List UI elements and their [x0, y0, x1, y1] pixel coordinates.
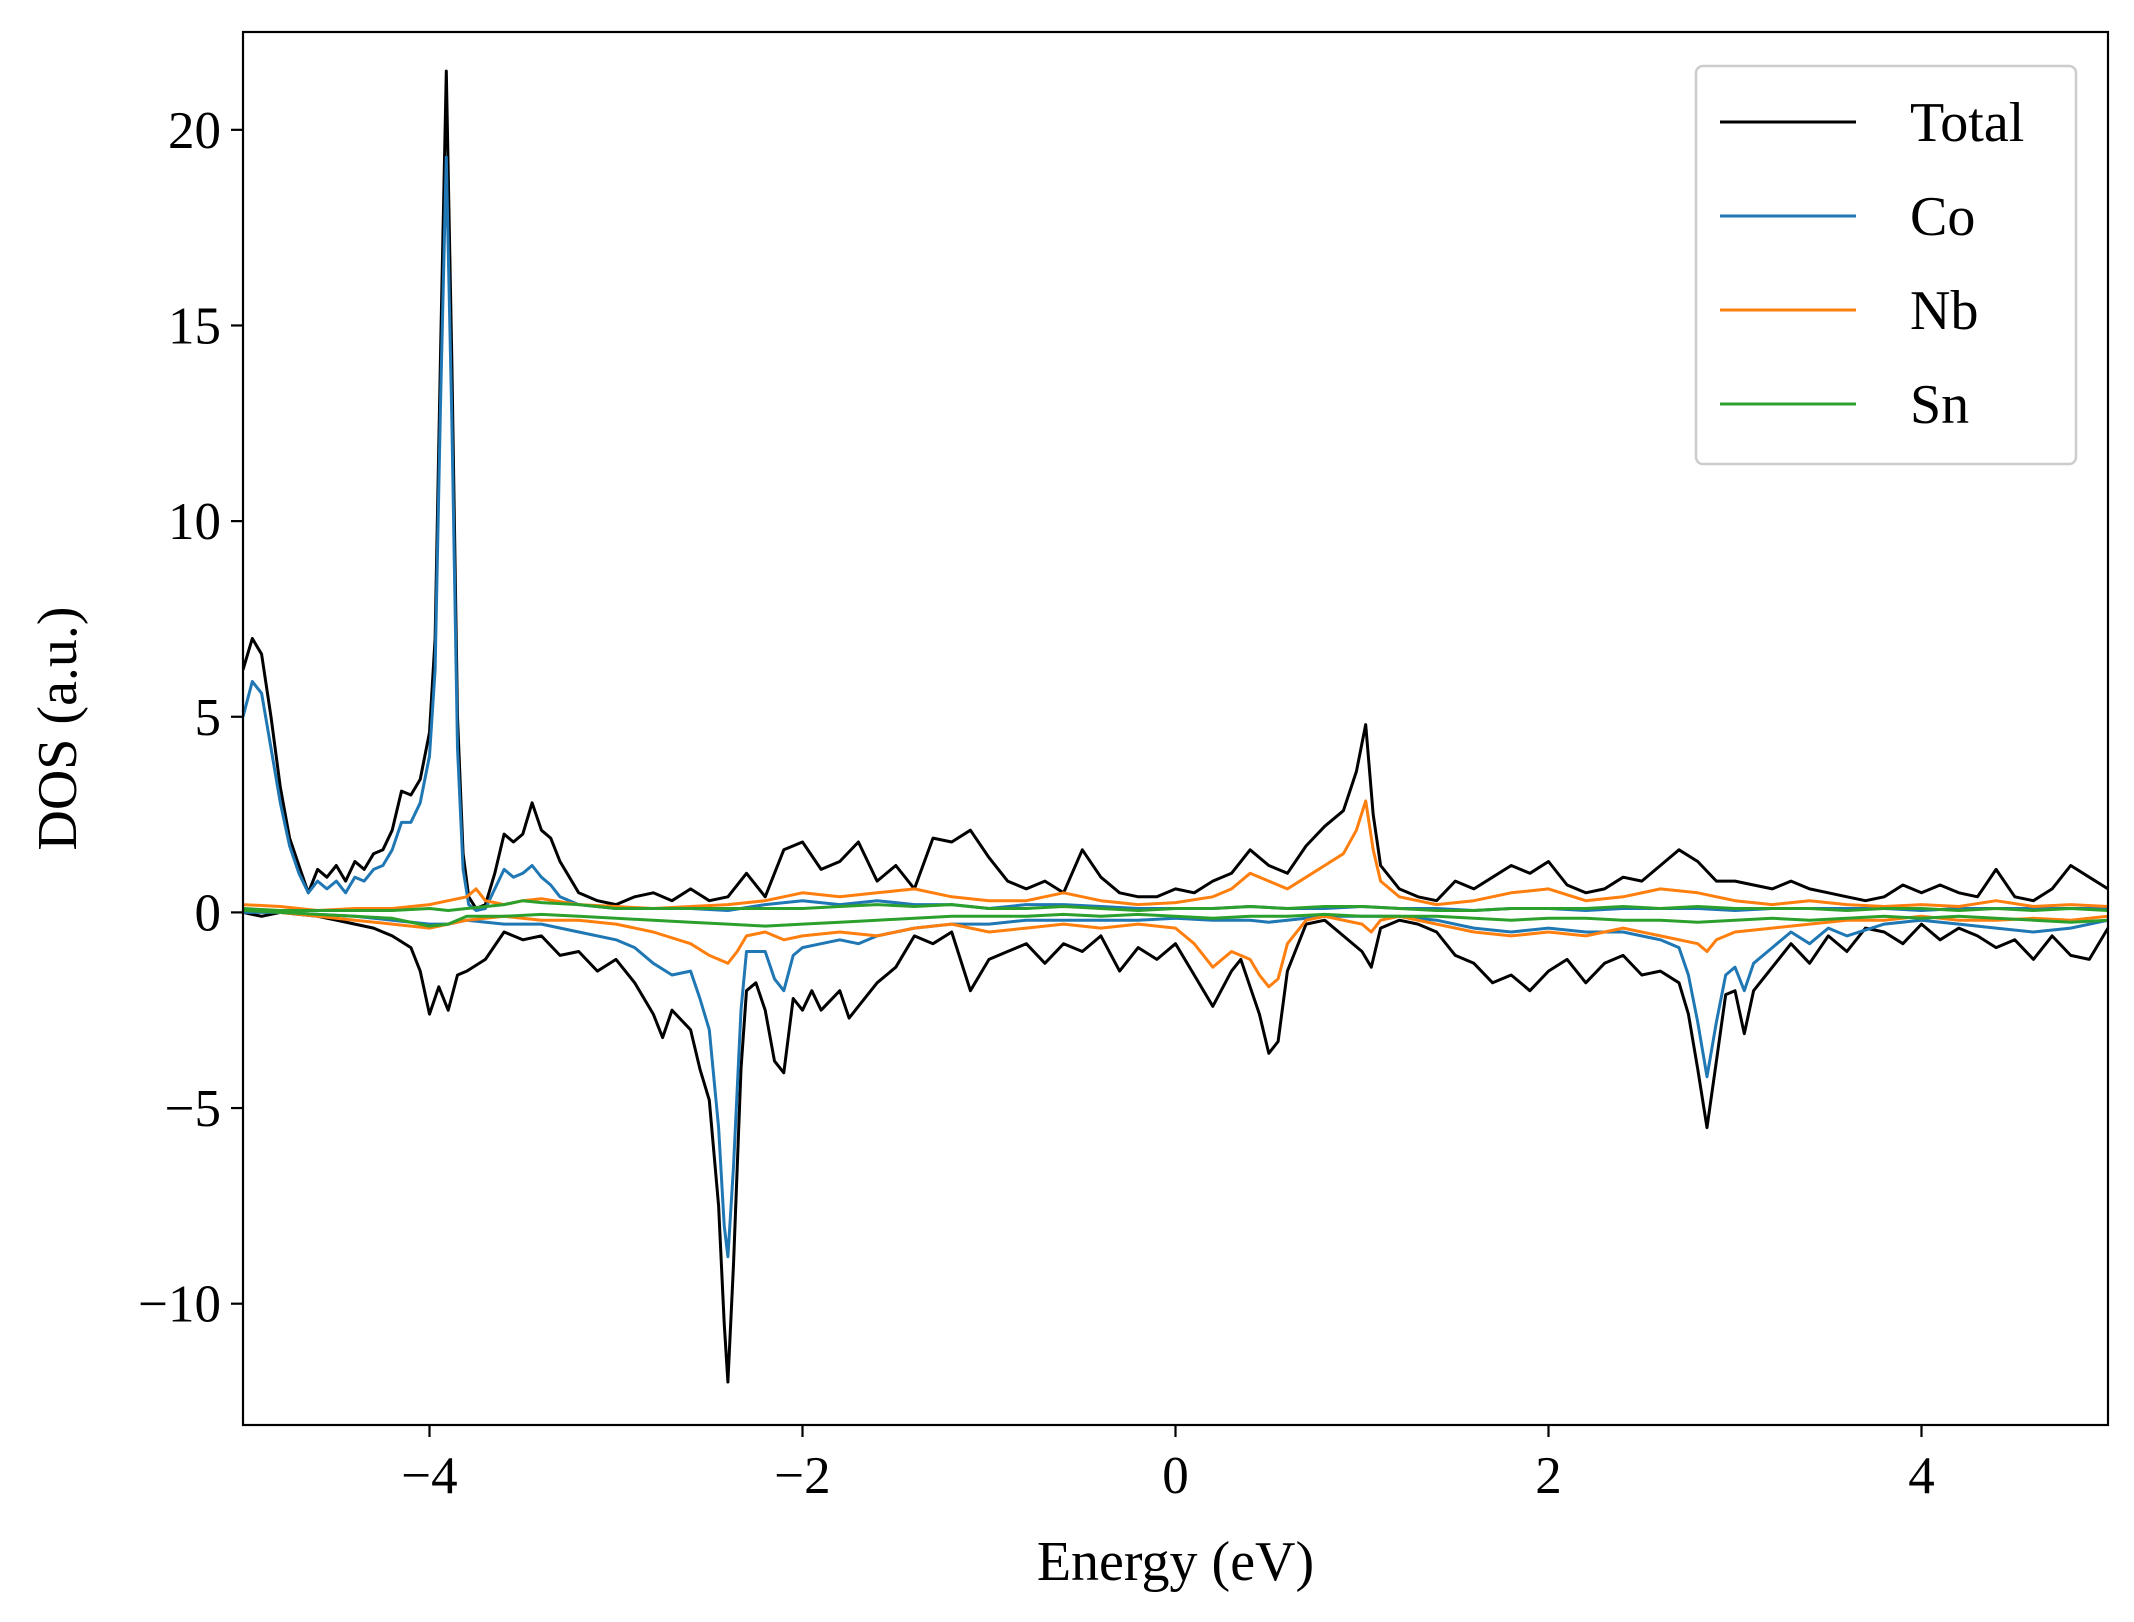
series-line-total-spin-down — [243, 910, 2108, 1384]
y-axis-ticks: −10 −5 0 5 10 15 20 — [138, 102, 243, 1334]
series-line-nb-spin-down — [243, 907, 2108, 989]
y-tick-label: 20 — [168, 102, 221, 160]
y-axis-label: DOS (a.u.) — [27, 606, 89, 850]
legend-label-co: Co — [1910, 186, 1975, 248]
y-tick-label: 15 — [168, 297, 221, 355]
x-axis-ticks: −4 −2 0 2 4 — [401, 1425, 1935, 1505]
plot-lines — [243, 69, 2108, 1384]
x-tick-label: −4 — [401, 1447, 457, 1505]
legend: Total Co Nb Sn — [1694, 64, 2078, 466]
y-tick-label: −5 — [165, 1080, 221, 1138]
x-tick-label: 2 — [1535, 1447, 1562, 1505]
y-tick-label: 10 — [168, 493, 221, 551]
x-axis-label: Energy (eV) — [1037, 1531, 1314, 1593]
x-tick-label: 4 — [1908, 1447, 1935, 1505]
legend-label-total: Total — [1910, 92, 2024, 154]
series-line-total-spin-up — [243, 69, 2108, 910]
series-line-sn-spin-down — [243, 909, 2108, 928]
x-tick-label: 0 — [1162, 1447, 1189, 1505]
legend-label-sn: Sn — [1910, 374, 1969, 436]
y-tick-label: 0 — [195, 884, 222, 942]
y-tick-label: −10 — [138, 1276, 221, 1334]
legend-box — [1694, 64, 2078, 466]
x-tick-label: −2 — [774, 1447, 830, 1505]
series-line-sn-spin-up — [243, 899, 2108, 912]
legend-label-nb: Nb — [1910, 280, 1978, 342]
y-tick-label: 5 — [195, 689, 222, 747]
series-line-co-spin-down — [243, 910, 2108, 1259]
